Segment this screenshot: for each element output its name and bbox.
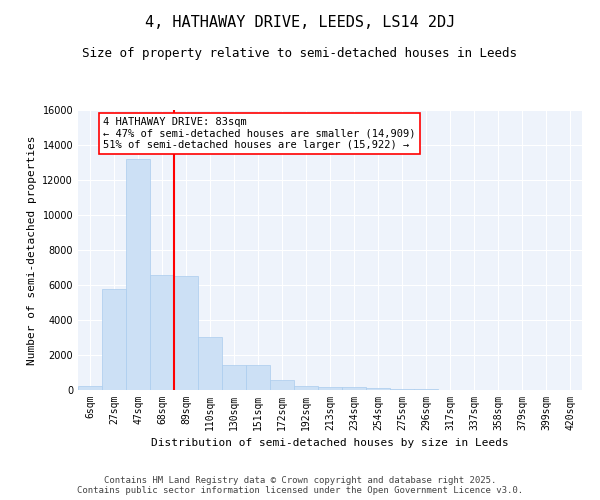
Bar bbox=[150, 274, 174, 390]
Bar bbox=[294, 386, 318, 390]
Bar bbox=[318, 386, 342, 390]
Text: Contains HM Land Registry data © Crown copyright and database right 2025.
Contai: Contains HM Land Registry data © Crown c… bbox=[77, 476, 523, 495]
Bar bbox=[78, 386, 102, 390]
Text: 4 HATHAWAY DRIVE: 83sqm
← 47% of semi-detached houses are smaller (14,909)
51% o: 4 HATHAWAY DRIVE: 83sqm ← 47% of semi-de… bbox=[103, 117, 416, 150]
Bar bbox=[174, 276, 198, 390]
Bar bbox=[222, 364, 246, 390]
Bar bbox=[198, 336, 222, 390]
Bar bbox=[414, 389, 438, 390]
Bar bbox=[246, 364, 270, 390]
Bar bbox=[102, 288, 126, 390]
Y-axis label: Number of semi-detached properties: Number of semi-detached properties bbox=[27, 135, 37, 365]
Bar bbox=[390, 388, 414, 390]
Text: 4, HATHAWAY DRIVE, LEEDS, LS14 2DJ: 4, HATHAWAY DRIVE, LEEDS, LS14 2DJ bbox=[145, 15, 455, 30]
Bar bbox=[366, 388, 390, 390]
Bar bbox=[342, 387, 366, 390]
Bar bbox=[270, 380, 294, 390]
Bar bbox=[126, 159, 150, 390]
Text: Size of property relative to semi-detached houses in Leeds: Size of property relative to semi-detach… bbox=[83, 48, 517, 60]
X-axis label: Distribution of semi-detached houses by size in Leeds: Distribution of semi-detached houses by … bbox=[151, 438, 509, 448]
